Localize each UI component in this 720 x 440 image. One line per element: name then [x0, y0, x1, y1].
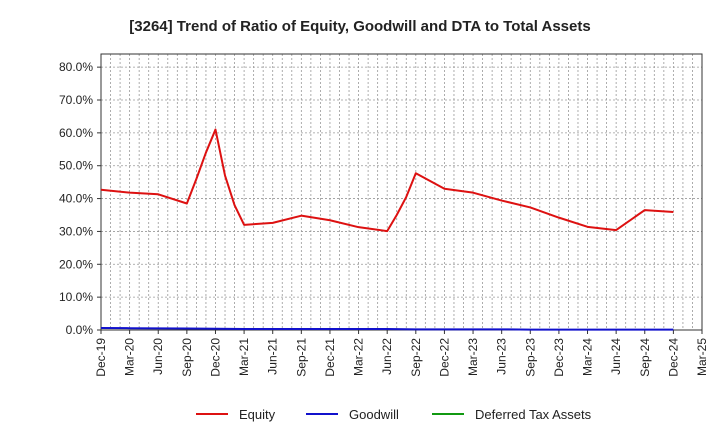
y-tick-label: 50.0% [59, 159, 93, 173]
y-axis: 0.0% 10.0% 20.0% 30.0% 40.0% 50.0% 60.0% 70.0% 8… [59, 60, 101, 337]
y-tick-label: 40.0% [59, 192, 93, 206]
legend-label: Deferred Tax Assets [475, 407, 592, 422]
x-tick-label: Mar-20 [123, 338, 137, 376]
x-tick-label: Sep-24 [638, 338, 652, 377]
x-tick-label: Mar-25 [695, 338, 709, 376]
x-tick-label: Jun-21 [266, 338, 280, 375]
y-tick-label: 30.0% [59, 224, 93, 238]
x-tick-label: Mar-24 [581, 338, 595, 376]
x-tick-label: Mar-23 [466, 338, 480, 376]
legend-label: Equity [239, 407, 276, 422]
x-tick-label: Mar-22 [352, 338, 366, 376]
x-tick-label: Mar-21 [237, 338, 251, 376]
x-tick-label: Sep-22 [409, 338, 423, 377]
x-tick-label: Sep-20 [180, 338, 194, 377]
x-tick-label: Jun-24 [609, 338, 623, 375]
x-tick-label: Dec-21 [323, 338, 337, 377]
y-tick-label: 80.0% [59, 60, 93, 74]
x-tick-label: Dec-24 [666, 338, 680, 377]
x-tick-label: Dec-23 [552, 338, 566, 377]
y-tick-label: 70.0% [59, 93, 93, 107]
series-layer [100, 128, 674, 331]
x-tick-label: Dec-20 [208, 338, 222, 377]
y-tick-label: 0.0% [66, 323, 94, 337]
x-tick-label: Sep-21 [294, 338, 308, 377]
y-tick-label: 20.0% [59, 257, 93, 271]
legend: Equity Goodwill Deferred Tax Assets [196, 407, 592, 422]
x-axis: Dec-19 Mar-20 Jun-20 Sep-20 Dec-20 Mar-21 Jun-… [94, 330, 709, 377]
x-tick-label: Sep-23 [523, 338, 537, 377]
x-tick-label: Jun-23 [495, 338, 509, 375]
x-tick-label: Dec-19 [94, 338, 108, 377]
series-line-goodwill [100, 327, 674, 331]
chart-title: [3264] Trend of Ratio of Equity, Goodwil… [129, 18, 590, 35]
x-tick-label: Jun-22 [380, 338, 394, 375]
x-tick-label: Dec-22 [437, 338, 451, 377]
legend-label: Goodwill [349, 407, 399, 422]
y-tick-label: 60.0% [59, 126, 93, 140]
x-tick-label: Jun-20 [151, 338, 165, 375]
series-line-equity [100, 128, 674, 233]
y-tick-label: 10.0% [59, 290, 93, 304]
